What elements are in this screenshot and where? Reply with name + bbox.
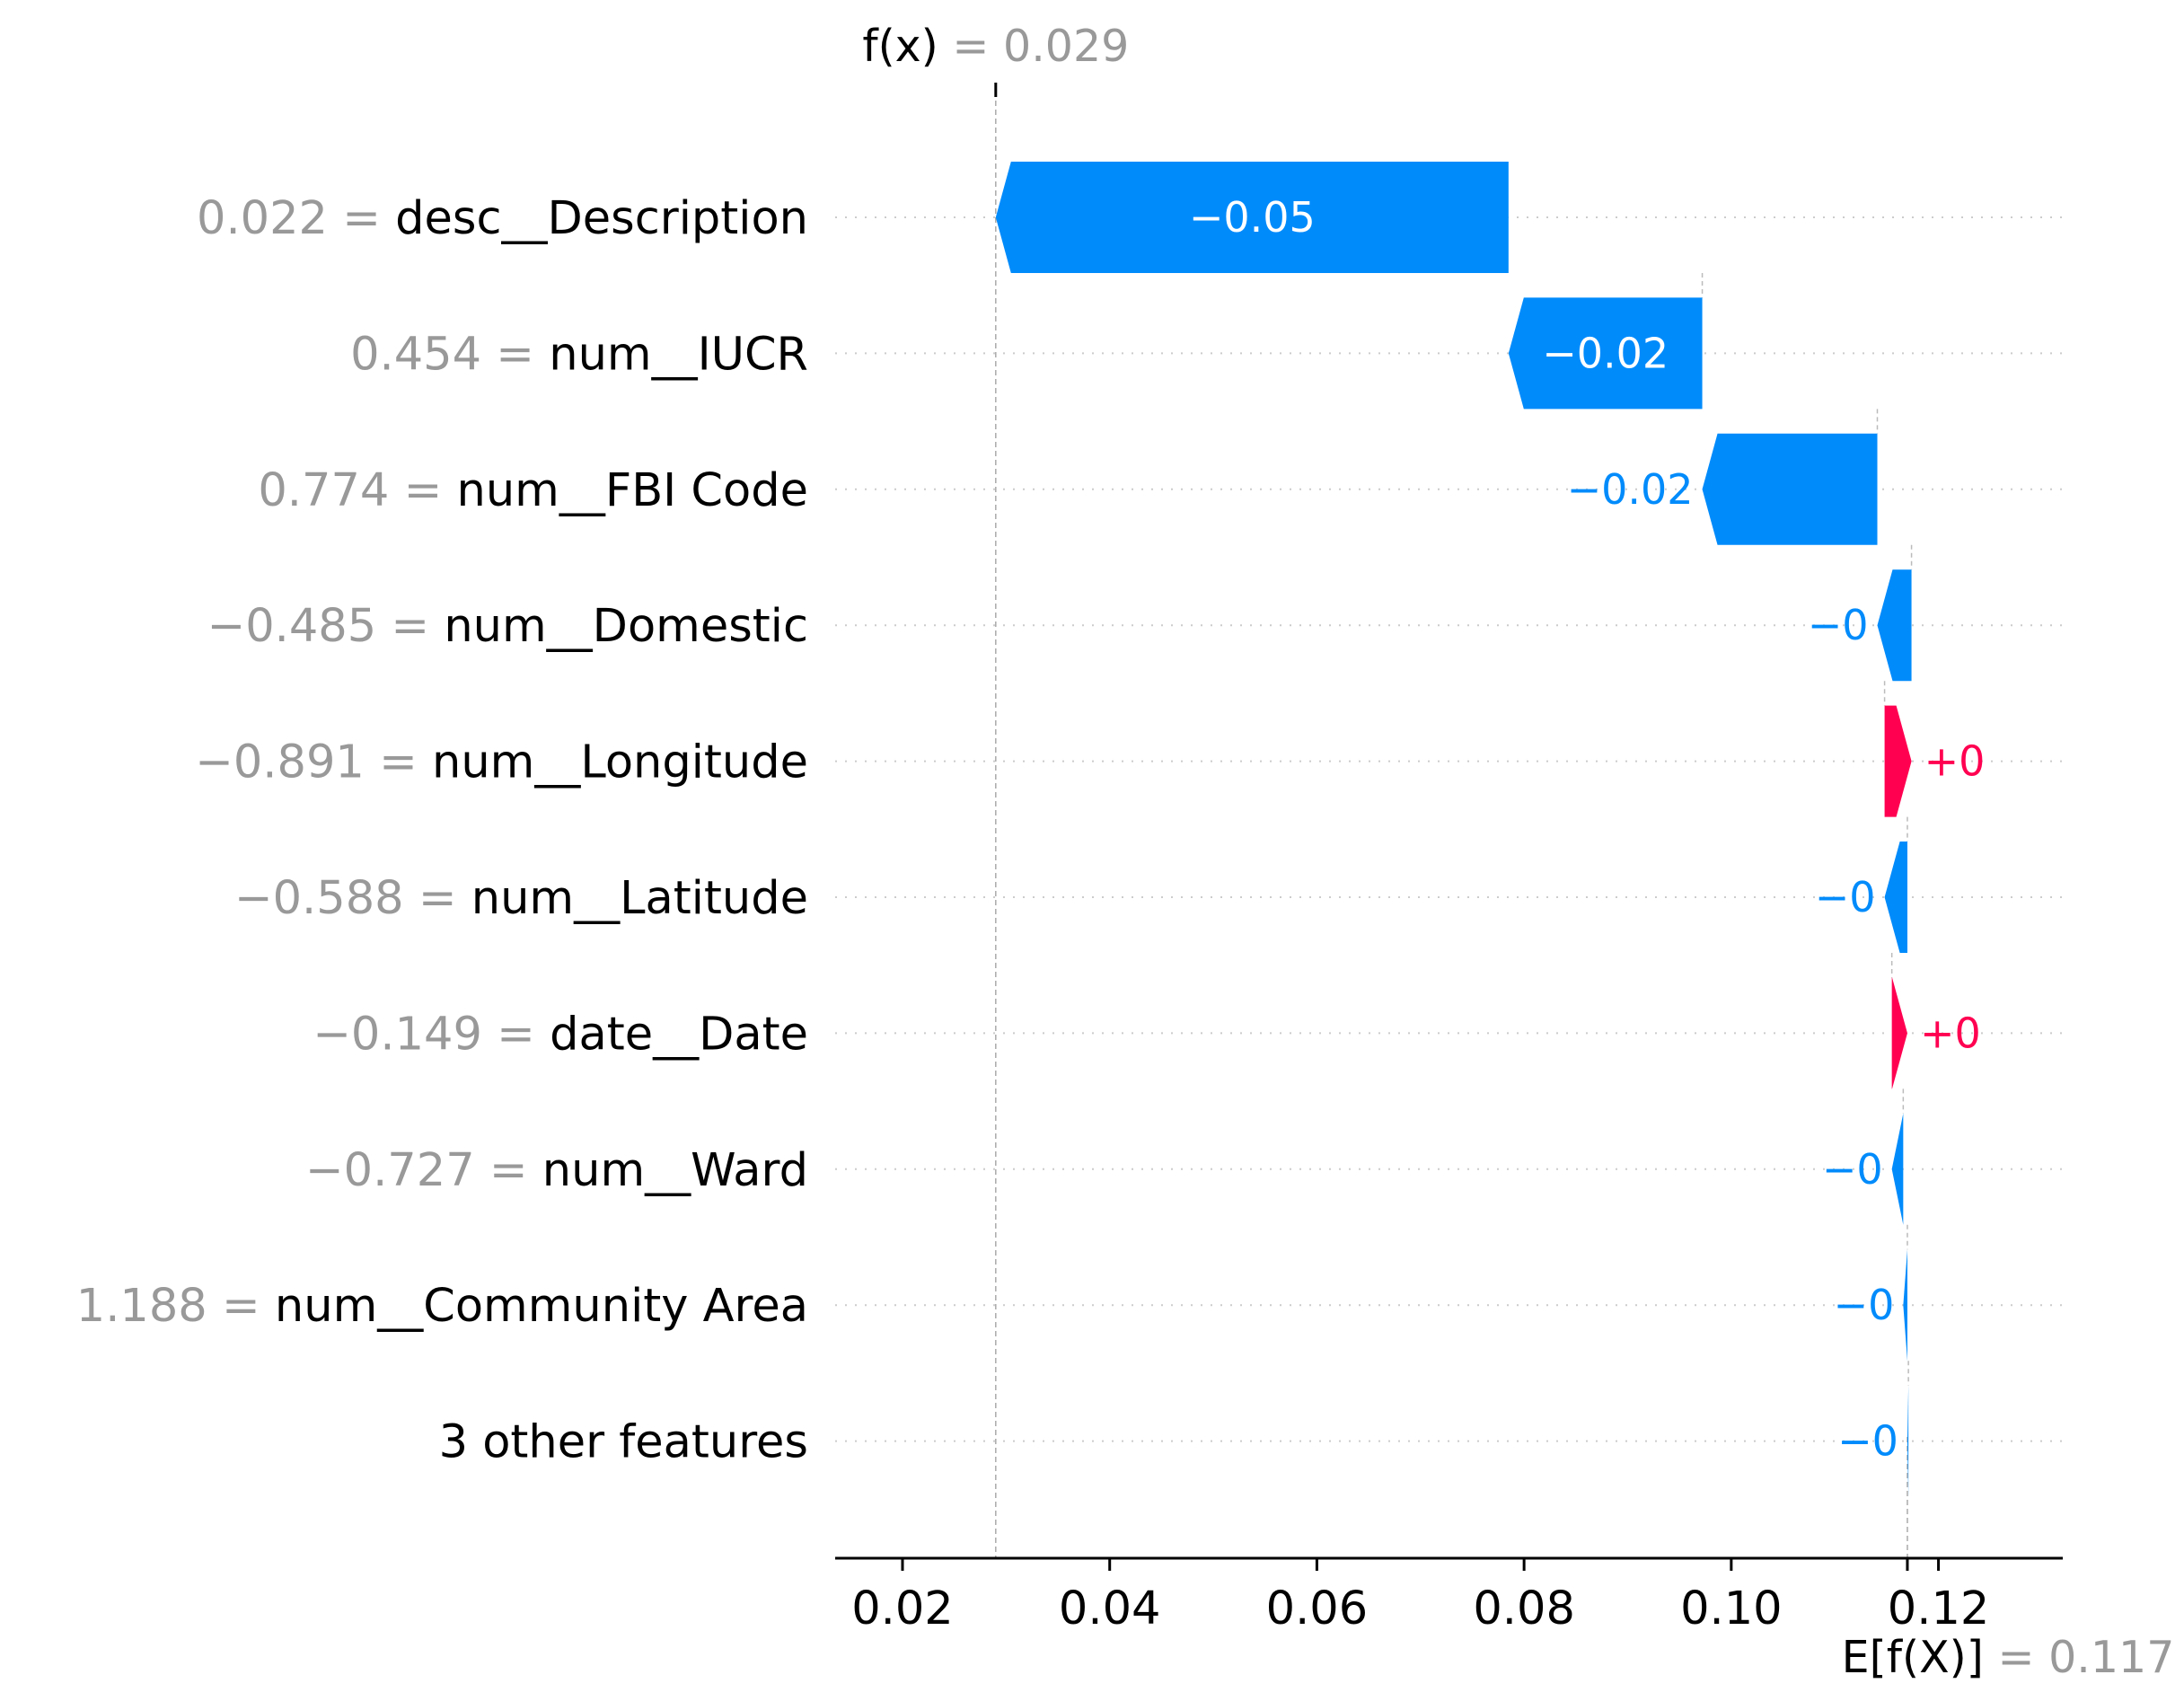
feature-name: num__IUCR (549, 328, 808, 381)
feature-value: −0.891 = (195, 736, 432, 789)
bar-10 (1907, 1385, 1909, 1497)
bar-value-label: −0 (1834, 1281, 1895, 1329)
feature-label: −0.588 = num__Latitude (234, 872, 808, 925)
x-tick-label: 0.08 (1473, 1582, 1575, 1635)
feature-label: 3 other features (439, 1416, 808, 1469)
feature-name: num__Latitude (471, 872, 808, 925)
expected-value-annotation: E[f(X)] = 0.117 (1842, 1632, 2175, 1683)
feature-label: 0.774 = num__FBI Code (258, 464, 808, 517)
x-tick-label: 0.02 (851, 1582, 954, 1635)
feature-label: 1.188 = num__Community Area (76, 1280, 808, 1333)
expected-value-name: E[f(X)] (1842, 1632, 1984, 1683)
feature-label: 0.022 = desc__Description (197, 192, 808, 245)
bar-5 (1884, 705, 1912, 817)
feature-name: date__Date (550, 1008, 808, 1061)
feature-name: desc__Description (395, 192, 808, 245)
feature-value: −0.588 = (234, 872, 471, 925)
feature-label: −0.727 = num__Ward (305, 1144, 808, 1197)
x-tick-label: 0.10 (1680, 1582, 1783, 1635)
fx-annotation-name: f(x) (862, 21, 938, 72)
bar-value-label: −0 (1822, 1145, 1883, 1194)
bar-1 (995, 162, 1509, 273)
feature-name: num__FBI Code (457, 464, 808, 517)
bar-2 (1508, 297, 1703, 410)
fx-annotation-value: 0.029 (1003, 21, 1129, 72)
x-tick-label: 0.12 (1888, 1582, 1990, 1635)
bar-6 (1884, 842, 1907, 953)
feature-value: 0.022 = (197, 192, 395, 245)
bar-value-label: −0 (1815, 873, 1876, 921)
feature-value: 0.774 = (258, 464, 456, 517)
guides-layer (835, 83, 2063, 1558)
feature-label: −0.149 = date__Date (313, 1008, 808, 1061)
labels-layer: −0.05 0.022 = desc__Description −0.02 0.454… (76, 192, 1986, 1469)
feature-name: 3 other features (439, 1416, 808, 1469)
bar-8 (1891, 1113, 1904, 1225)
feature-value: −0.485 = (207, 600, 444, 653)
bar-4 (1877, 569, 1912, 682)
feature-value: 1.188 = (76, 1280, 275, 1333)
feature-name: num__Domestic (444, 600, 808, 653)
feature-name: num__Community Area (275, 1280, 808, 1333)
bar-value-label: −0 (1837, 1417, 1898, 1466)
bar-value-label: +0 (1924, 737, 1986, 786)
x-tick-label: 0.06 (1266, 1582, 1369, 1635)
bar-9 (1903, 1249, 1907, 1362)
bars-layer (995, 162, 1912, 1497)
feature-label: −0.891 = num__Longitude (195, 736, 808, 789)
expected-value-value: 0.117 (2048, 1632, 2174, 1683)
feature-value: −0.727 = (305, 1144, 542, 1197)
x-tick-label: 0.04 (1059, 1582, 1161, 1635)
x-axis: 0.02 0.04 0.06 0.08 0.10 0.12 (835, 1556, 2063, 1635)
feature-name: num__Ward (542, 1144, 808, 1197)
feature-value: −0.149 = (313, 1008, 550, 1061)
feature-name: num__Longitude (432, 736, 808, 789)
feature-value: 0.454 = (350, 328, 549, 381)
bar-7 (1891, 977, 1907, 1089)
bar-value-label: −0.05 (1189, 193, 1316, 242)
bar-value-label: −0.02 (1567, 465, 1694, 514)
feature-label: −0.485 = num__Domestic (207, 600, 808, 653)
bar-3 (1702, 433, 1878, 545)
expected-value-equals: = (1997, 1632, 2048, 1683)
bar-value-label: −0.02 (1542, 329, 1669, 377)
bar-value-label: +0 (1920, 1009, 1981, 1057)
feature-label: 0.454 = num__IUCR (350, 328, 808, 381)
fx-annotation-equals: = (952, 21, 1003, 72)
bar-value-label: −0 (1808, 601, 1869, 649)
fx-annotation: f(x) = 0.029 (862, 21, 1129, 72)
